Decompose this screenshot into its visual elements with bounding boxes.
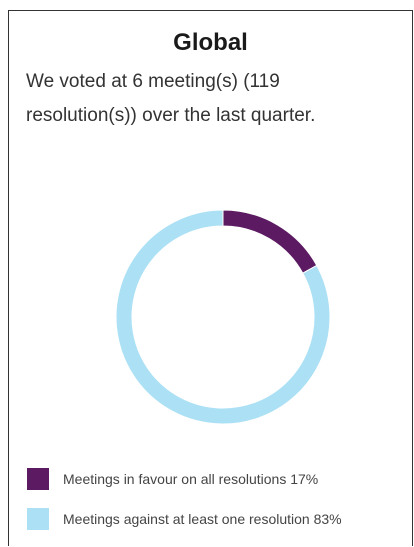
legend-item-against: Meetings against at least one resolution… [27, 507, 414, 531]
chart-legend: Meetings in favour on all resolutions 17… [27, 467, 414, 547]
legend-swatch-favour [27, 468, 49, 490]
donut-slice-favour [222, 209, 318, 274]
legend-item-favour: Meetings in favour on all resolutions 17… [27, 467, 414, 491]
legend-label-against: Meetings against at least one resolution… [63, 511, 342, 527]
voting-description: We voted at 6 meeting(s) (119 resolution… [26, 71, 316, 126]
donut-chart [115, 209, 331, 425]
card-title: Global [173, 29, 248, 56]
legend-swatch-against [27, 508, 49, 530]
donut-slice-against [115, 209, 331, 425]
voting-summary-card: Global We voted at 6 meeting(s) (119 res… [8, 10, 413, 546]
legend-label-favour: Meetings in favour on all resolutions 17… [63, 471, 319, 487]
